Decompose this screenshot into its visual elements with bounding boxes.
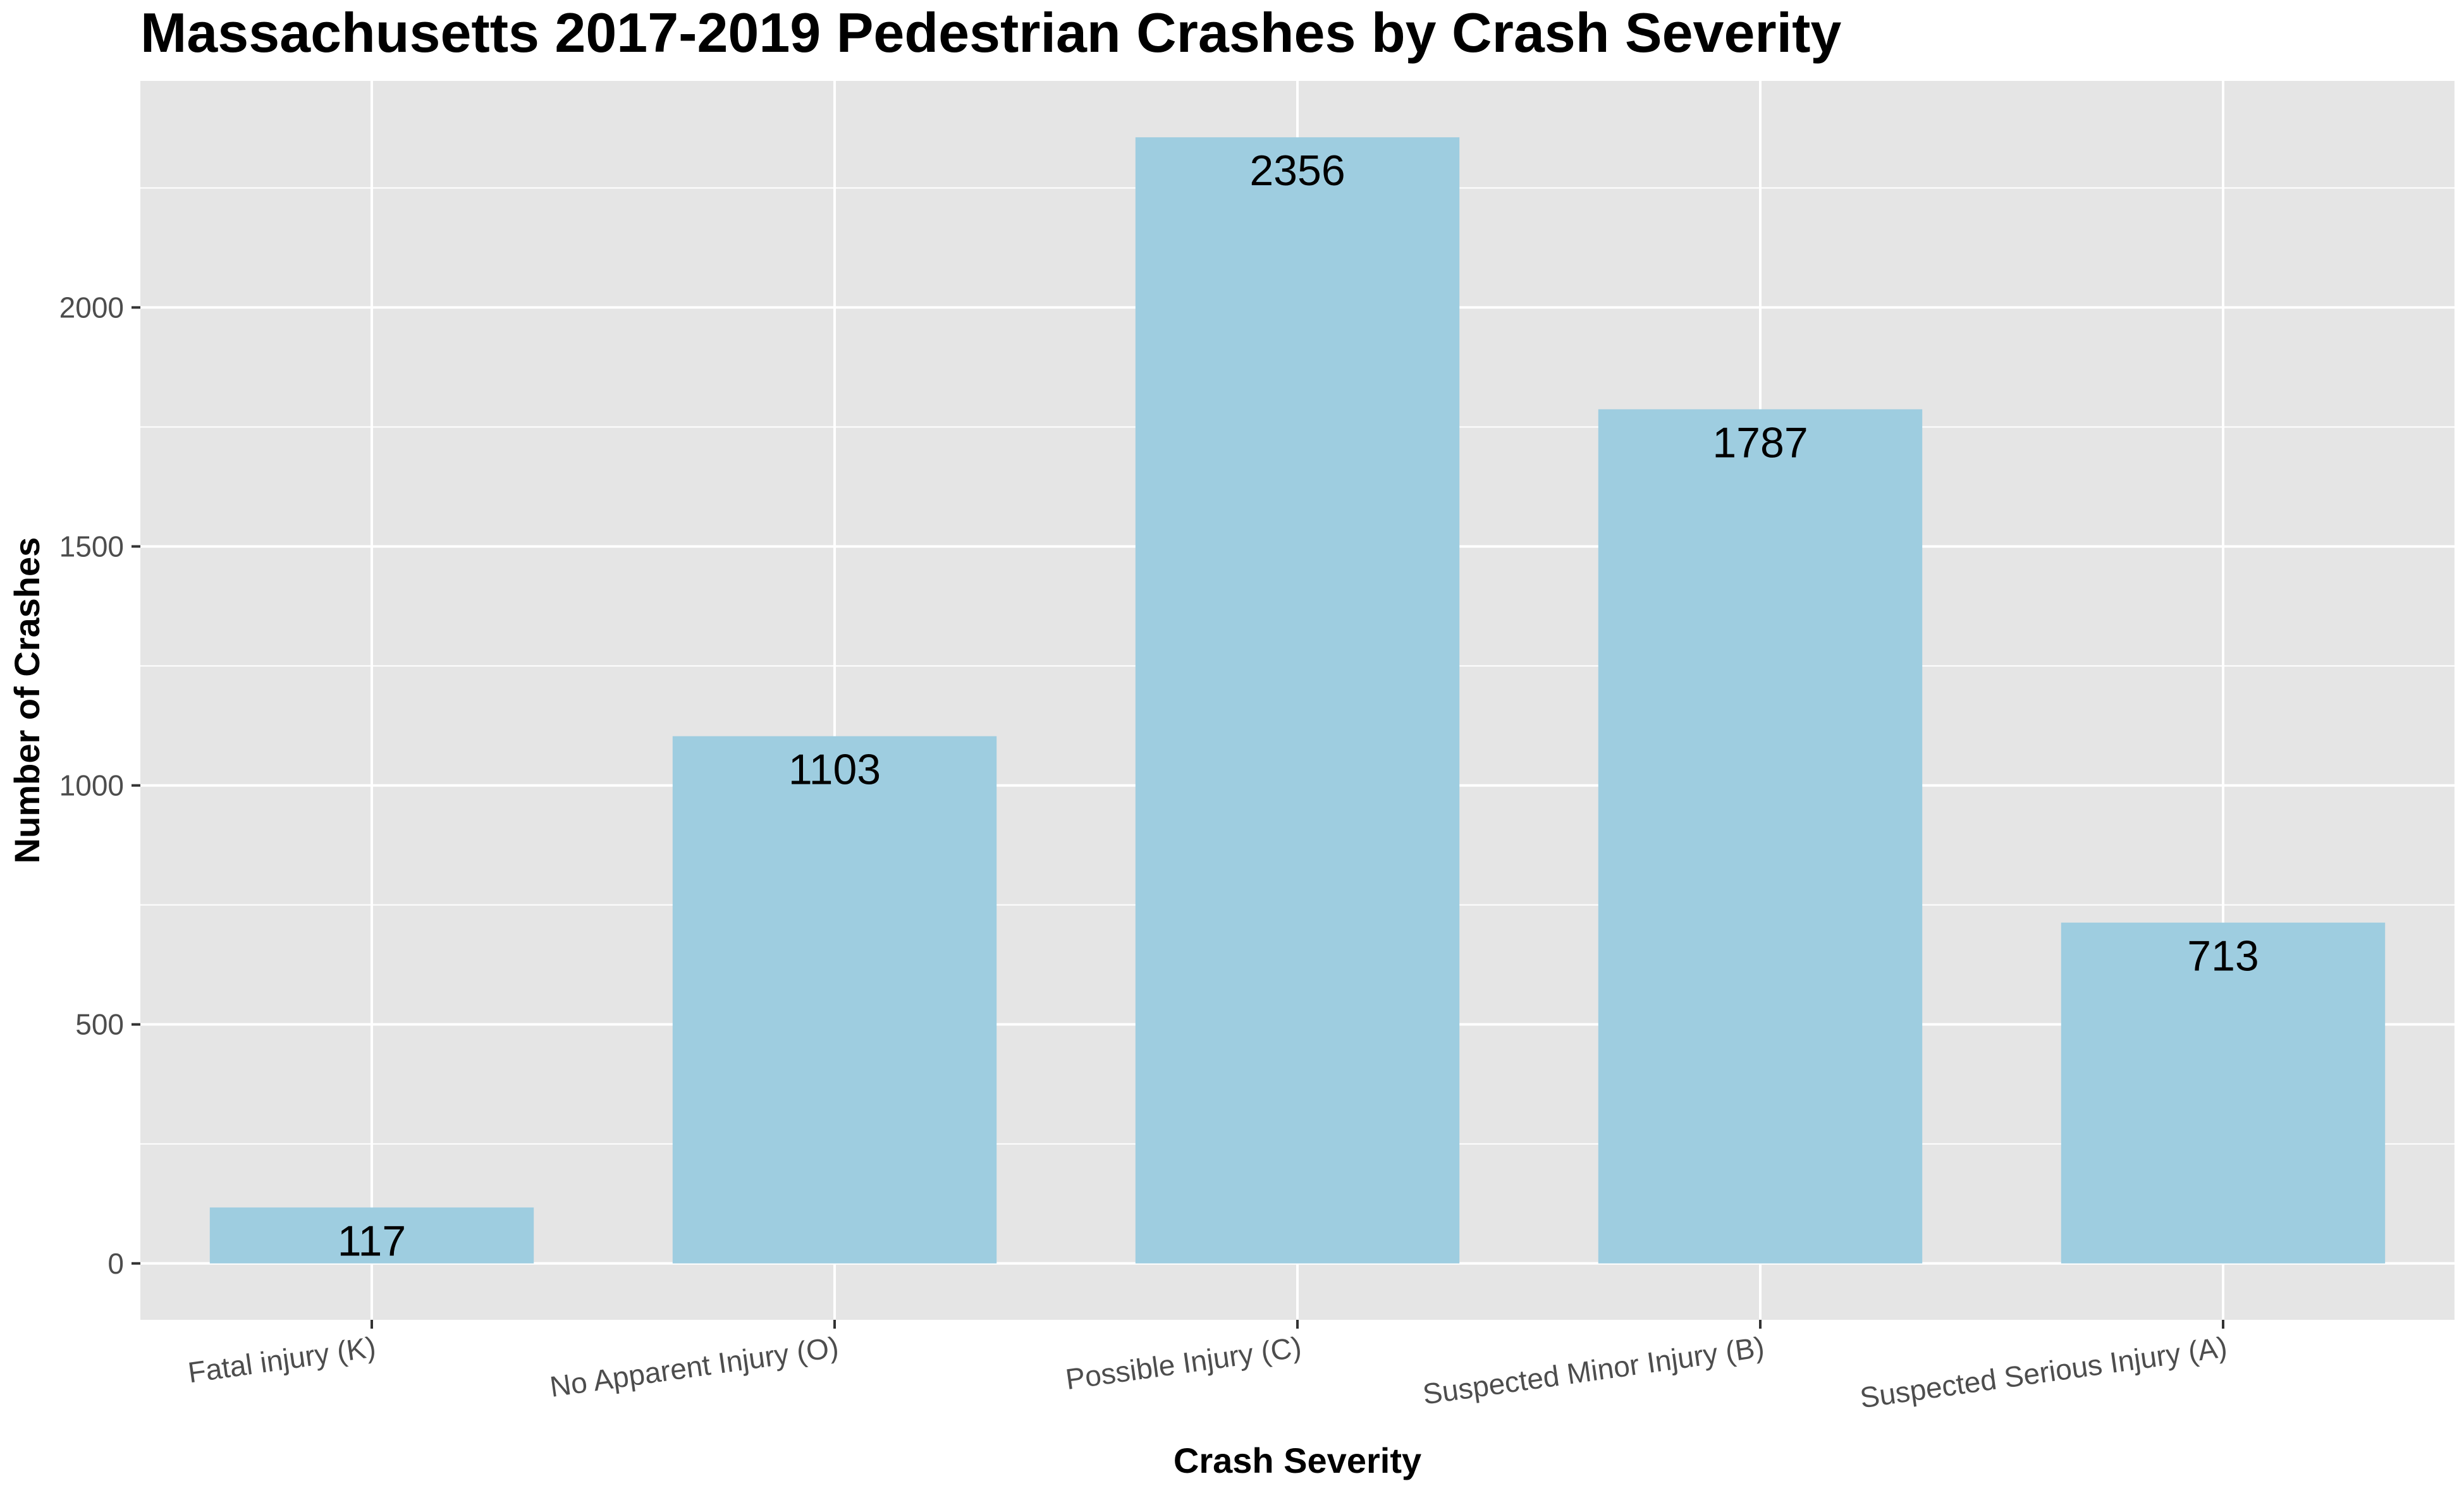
data-label: 2356 [1249, 147, 1345, 195]
data-label: 1103 [788, 746, 881, 794]
bars [209, 137, 2386, 1264]
data-label: 117 [338, 1217, 406, 1265]
x-tick-label: No Apparent Injury (O) [548, 1330, 840, 1403]
x-tick-label: Suspected Serious Injury (A) [1858, 1330, 2229, 1414]
y-tick-label: 500 [75, 1008, 124, 1041]
bar [2061, 922, 2386, 1264]
bar [1135, 137, 1460, 1264]
x-tick-label: Possible Injury (C) [1063, 1330, 1303, 1396]
data-label: 1787 [1712, 418, 1808, 466]
chart-title: Massachusetts 2017-2019 Pedestrian Crash… [140, 1, 1841, 64]
bar [672, 736, 997, 1264]
bar [209, 1207, 534, 1264]
data-label: 713 [2187, 932, 2259, 980]
x-tick-label: Fatal injury (K) [186, 1330, 377, 1389]
bar [1598, 409, 1923, 1264]
data-labels: 117 1103 2356 1787 713 [338, 147, 2259, 1265]
y-tick-label: 2000 [59, 291, 124, 324]
x-tick-label: Suspected Minor Injury (B) [1421, 1330, 1766, 1410]
y-tick-label: 1000 [59, 769, 124, 802]
y-tick-label: 0 [107, 1247, 124, 1280]
x-axis-title: Crash Severity [1174, 1441, 1421, 1480]
x-axis: Fatal injury (K) No Apparent Injury (O) Po… [186, 1320, 2229, 1414]
y-axis: 0 500 1000 1500 2000 [59, 291, 140, 1280]
y-tick-label: 1500 [59, 530, 124, 563]
y-axis-title: Number of Crashes [7, 537, 47, 864]
